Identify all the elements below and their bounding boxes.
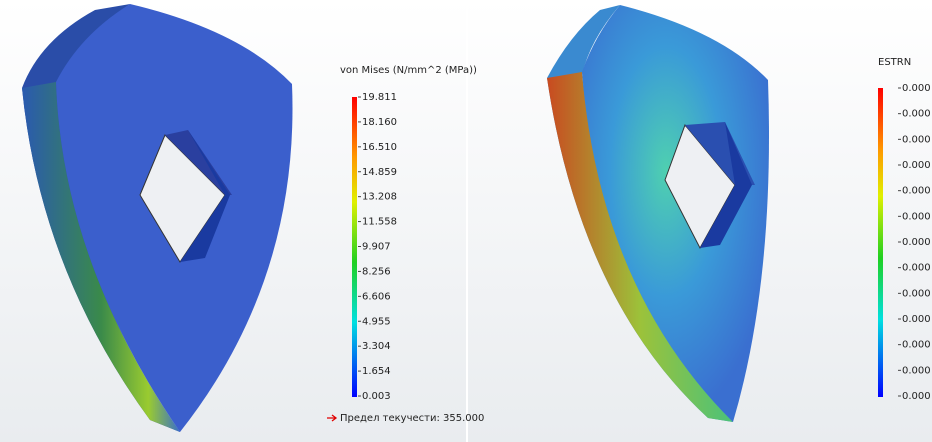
legend-label: 16.510: [362, 142, 397, 153]
legend-label: 0.000: [902, 211, 931, 222]
left-model: [22, 4, 293, 432]
legend-label: 13.208: [362, 192, 397, 203]
color-bar: [878, 88, 883, 397]
right-model: [547, 5, 769, 422]
legend-label: 0.000: [902, 340, 931, 351]
legend-label: 0.003: [362, 391, 391, 402]
legend-label: 6.606: [362, 291, 391, 302]
legend-label: 0.000: [902, 263, 931, 274]
legend-label: 0.000: [902, 365, 931, 376]
legend-title: ESTRN: [878, 57, 911, 68]
legend-label: 3.304: [362, 341, 391, 352]
legend-label: 0.000: [902, 109, 931, 120]
legend-label: 18.160: [362, 117, 397, 128]
legend-title: von Mises (N/mm^2 (MPa)): [340, 65, 477, 76]
legend-label: 0.000: [902, 288, 931, 299]
legend-label: 19.811: [362, 92, 397, 103]
legend-label: 0.000: [902, 134, 931, 145]
legend-label: 0.000: [902, 237, 931, 248]
legend-label: 0.000: [902, 160, 931, 171]
yield-label: Предел текучести: 355.000: [340, 413, 484, 424]
legend-label: 0.000: [902, 186, 931, 197]
legend-label: 1.654: [362, 366, 391, 377]
legend-label: 9.907: [362, 242, 391, 253]
legend-label: 0.000: [902, 83, 931, 94]
legend-label: 4.955: [362, 316, 391, 327]
legend-label: 14.859: [362, 167, 397, 178]
legend-label: 11.558: [362, 217, 397, 228]
legend-label: 0.000: [902, 314, 931, 325]
color-bar: [352, 97, 357, 397]
legend-label: 8.256: [362, 266, 391, 277]
legend-label: 0.000: [902, 391, 931, 402]
yield-arrow: [327, 414, 338, 422]
